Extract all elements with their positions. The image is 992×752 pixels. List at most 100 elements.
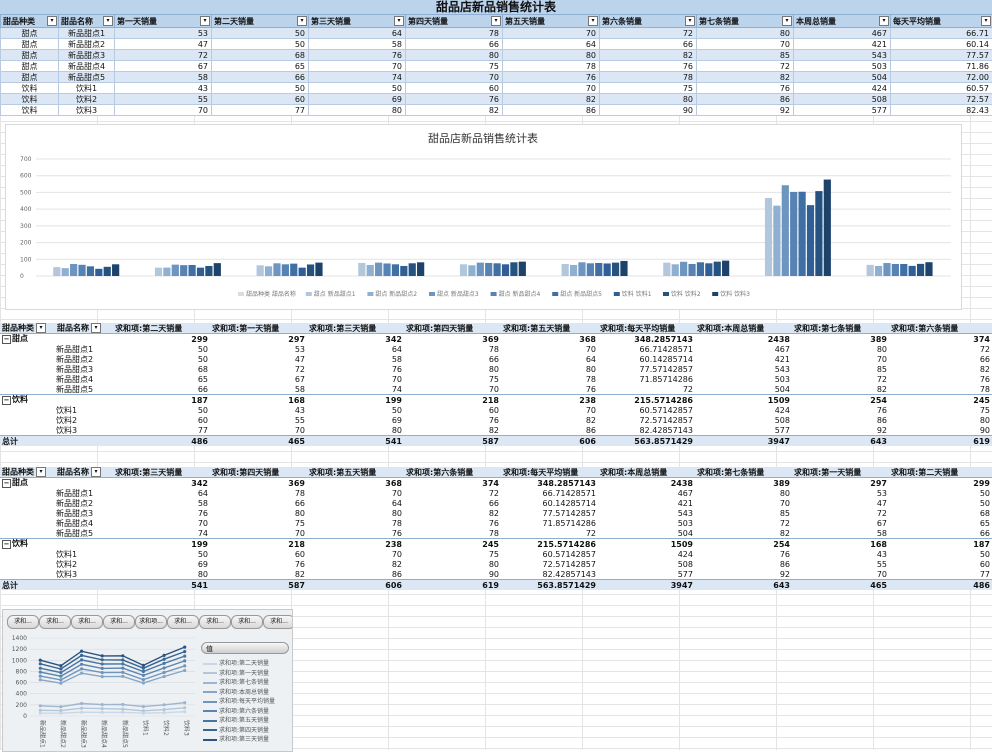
bar[interactable] <box>612 263 619 276</box>
data-point[interactable] <box>80 650 83 653</box>
pivot-value-cell[interactable]: 60.57142857 <box>501 549 598 559</box>
pivot-value-cell[interactable]: 254 <box>792 395 889 406</box>
pivot-total-cell[interactable]: 587 <box>210 580 307 591</box>
table-cell[interactable]: 70 <box>697 39 794 50</box>
bar[interactable] <box>307 264 314 276</box>
pivot-value-cell[interactable]: 199 <box>307 395 404 406</box>
table-cell[interactable]: 新品甜点1 <box>59 28 115 39</box>
pivot-value-cell[interactable]: 76 <box>501 384 598 395</box>
pivot-value-cell[interactable]: 60.14285714 <box>501 498 598 508</box>
collapse-icon[interactable]: − <box>2 479 11 488</box>
table-cell[interactable]: 新品甜点3 <box>59 50 115 61</box>
pivot-value-cell[interactable]: 72 <box>501 528 598 539</box>
table-cell[interactable]: 64 <box>309 28 406 39</box>
pivot-value-cell[interactable]: 82 <box>792 384 889 395</box>
column-header[interactable]: 甜品种类▾ <box>1 15 59 28</box>
bar[interactable] <box>519 262 526 276</box>
field-button[interactable]: 求和... <box>39 615 71 629</box>
table-cell[interactable]: 82 <box>406 105 503 116</box>
data-point[interactable] <box>142 681 145 684</box>
pivot-value-cell[interactable]: 50 <box>113 549 210 559</box>
table-cell[interactable]: 76 <box>503 72 600 83</box>
pivot-group-cell[interactable]: −饮料 <box>0 395 113 406</box>
table-cell[interactable]: 新品甜点2 <box>59 39 115 50</box>
pivot-value-cell[interactable]: 77.57142857 <box>501 508 598 518</box>
pivot-value-cell[interactable]: 78 <box>307 518 404 528</box>
pivot-header-cell[interactable]: 求和项:第一天销量 <box>792 467 889 478</box>
column-header[interactable]: 第一天销量▾ <box>115 15 212 28</box>
table-cell[interactable]: 424 <box>794 83 891 94</box>
item-label[interactable]: 饮料1 <box>0 549 113 559</box>
data-point[interactable] <box>121 675 124 678</box>
item-label[interactable]: 新品甜点1 <box>0 488 113 498</box>
pivot-line-chart[interactable]: 求和...求和...求和...求和...求和项...求和...求和...求和..… <box>2 609 293 752</box>
table-cell[interactable]: 92 <box>697 105 794 116</box>
pivot-value-cell[interactable]: 50 <box>113 344 210 354</box>
table-cell[interactable]: 70 <box>309 61 406 72</box>
table-cell[interactable]: 新品甜点4 <box>59 61 115 72</box>
pivot-value-cell[interactable]: 74 <box>307 384 404 395</box>
table-cell[interactable]: 66 <box>600 39 697 50</box>
pivot-value-cell[interactable]: 297 <box>210 334 307 345</box>
table-cell[interactable]: 新品甜点5 <box>59 72 115 83</box>
table-cell[interactable]: 72 <box>697 61 794 72</box>
bar[interactable] <box>163 268 170 276</box>
data-point[interactable] <box>39 675 42 678</box>
data-point[interactable] <box>142 705 145 708</box>
pivot-value-cell[interactable]: 543 <box>695 364 792 374</box>
bar[interactable] <box>197 268 204 276</box>
bar[interactable] <box>620 261 627 276</box>
pivot-value-cell[interactable]: 72 <box>695 518 792 528</box>
pivot-value-cell[interactable]: 70 <box>404 384 501 395</box>
pivot-value-cell[interactable]: 47 <box>210 354 307 364</box>
pivot-value-cell[interactable]: 299 <box>113 334 210 345</box>
bar[interactable] <box>282 264 289 276</box>
pivot-value-cell[interactable]: 82 <box>695 528 792 539</box>
pivot-value-cell[interactable]: 67 <box>792 518 889 528</box>
bar[interactable] <box>494 263 501 276</box>
bar[interactable] <box>460 264 467 276</box>
data-point[interactable] <box>142 678 145 681</box>
pivot-value-cell[interactable]: 60 <box>113 415 210 425</box>
bar[interactable] <box>375 263 382 276</box>
pivot-value-cell[interactable]: 78 <box>404 344 501 354</box>
pivot-value-cell[interactable]: 577 <box>695 425 792 436</box>
pivot-value-cell[interactable]: 503 <box>598 518 695 528</box>
data-point[interactable] <box>121 658 124 661</box>
item-label[interactable]: 新品甜点3 <box>0 508 113 518</box>
pivot-value-cell[interactable]: 72 <box>792 374 889 384</box>
pivot-value-cell[interactable]: 60 <box>889 559 992 569</box>
pivot-value-cell[interactable]: 215.5714286 <box>598 395 695 406</box>
field-button[interactable]: 求和... <box>7 615 39 629</box>
pivot-value-cell[interactable]: 187 <box>113 395 210 406</box>
table-cell[interactable]: 64 <box>503 39 600 50</box>
data-point[interactable] <box>163 654 166 657</box>
pivot-value-cell[interactable]: 67 <box>210 374 307 384</box>
pivot-group-cell[interactable]: −甜点 <box>0 478 113 489</box>
table-cell[interactable]: 甜点 <box>1 61 59 72</box>
pivot-value-cell[interactable]: 467 <box>695 344 792 354</box>
pivot-value-cell[interactable]: 80 <box>695 488 792 498</box>
bar[interactable] <box>587 263 594 276</box>
pivot-total-cell[interactable]: 606 <box>501 436 598 447</box>
column-header[interactable]: 每天平均销量▾ <box>891 15 992 28</box>
pivot-value-cell[interactable]: 421 <box>695 354 792 364</box>
pivot-value-cell[interactable]: 504 <box>598 528 695 539</box>
data-point[interactable] <box>80 711 83 714</box>
pivot-value-cell[interactable]: 66 <box>210 498 307 508</box>
item-label[interactable]: 新品甜点5 <box>0 384 113 395</box>
pivot-total-cell[interactable]: 606 <box>307 580 404 591</box>
column-header[interactable]: 甜品名称▾ <box>59 15 115 28</box>
bar[interactable] <box>807 205 814 276</box>
pivot-table-2[interactable]: 甜品种类▾甜品名称▾求和项:第三天销量求和项:第四天销量求和项:第五天销量求和项… <box>0 467 992 590</box>
data-point[interactable] <box>39 704 42 707</box>
table-cell[interactable]: 78 <box>406 28 503 39</box>
pivot-value-cell[interactable]: 53 <box>792 488 889 498</box>
bar[interactable] <box>925 262 932 276</box>
pivot-value-cell[interactable]: 168 <box>210 395 307 406</box>
pivot-value-cell[interactable]: 74 <box>113 528 210 539</box>
table-cell[interactable]: 66.71 <box>891 28 992 39</box>
data-point[interactable] <box>59 664 62 667</box>
item-label[interactable]: 新品甜点5 <box>0 528 113 539</box>
